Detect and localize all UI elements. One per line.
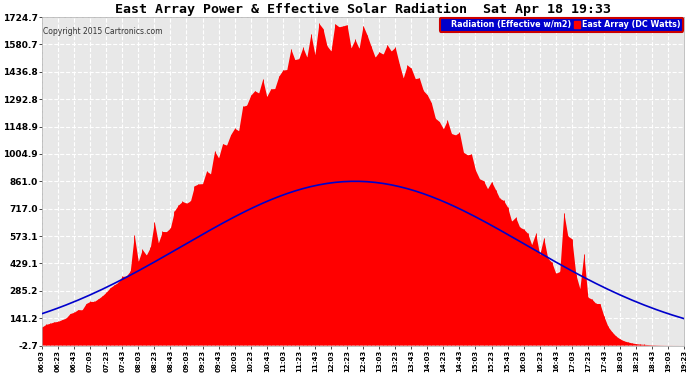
Legend: Radiation (Effective w/m2), East Array (DC Watts): Radiation (Effective w/m2), East Array (… (440, 18, 683, 32)
Text: Copyright 2015 Cartronics.com: Copyright 2015 Cartronics.com (43, 27, 163, 36)
Title: East Array Power & Effective Solar Radiation  Sat Apr 18 19:33: East Array Power & Effective Solar Radia… (115, 3, 611, 16)
